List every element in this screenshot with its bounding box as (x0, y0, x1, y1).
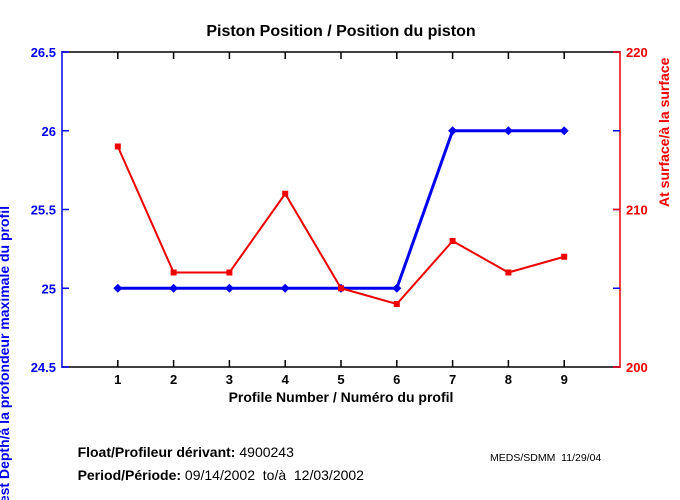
x-tick-label: 9 (561, 372, 568, 387)
x-tick-label: 6 (393, 372, 400, 387)
x-tick-label: 2 (170, 372, 177, 387)
x-tick-label: 1 (114, 372, 121, 387)
x-axis-label: Profile Number / Numéro du profil (228, 389, 454, 405)
diamond-marker (169, 283, 179, 293)
y-left-tick-label: 24.5 (31, 360, 56, 375)
series-line (116, 146, 565, 306)
diamond-marker (448, 126, 458, 136)
period-line: Period/Période: 09/14/2002 to/à 12/03/20… (62, 451, 364, 499)
x-tick-label: 3 (226, 372, 233, 387)
float-id-value: 4900243 (235, 444, 294, 460)
square-marker (393, 301, 400, 307)
generation-stamp: MEDS/SDMM 11/29/04 (490, 452, 602, 464)
y-right-tick-label: 200 (626, 360, 648, 375)
chart-title: Piston Position / Position du piston (206, 23, 476, 40)
square-marker (561, 253, 568, 260)
float-id-label: Float/Profileur dérivant: (77, 444, 236, 460)
diamond-marker (280, 283, 290, 293)
diamond-marker (559, 126, 569, 136)
diamond-marker (392, 283, 402, 293)
period-label: Period/Période: (77, 467, 182, 483)
y-right-tick-label: 220 (626, 45, 648, 60)
x-tick-label: 8 (505, 372, 512, 387)
period-value: 09/14/2002 to/à 12/03/2002 (181, 467, 364, 483)
square-marker (449, 238, 456, 244)
y-left-tick-label: 25.5 (31, 203, 56, 218)
diamond-marker (113, 283, 123, 293)
diamond-marker (224, 283, 234, 293)
square-marker (505, 269, 512, 276)
x-tick-label: 7 (449, 372, 456, 387)
float-id-line: Float/Profileur dérivant: 4900243 (62, 428, 294, 476)
x-tick-label: 5 (337, 372, 344, 387)
square-marker (114, 143, 121, 150)
y-left-tick-label: 26 (42, 124, 56, 139)
series-surface (114, 143, 568, 307)
series-line (117, 129, 565, 290)
square-marker (282, 190, 289, 197)
y-right-tick-label: 210 (626, 203, 648, 218)
y-left-tick-label: 26.5 (31, 45, 56, 60)
y-left-tick-label: 25 (42, 281, 56, 296)
plot-area: 1 2 3 4 5 6 7 8 9 24.5 25 25.5 26 26.5 200 210 220 (31, 45, 648, 387)
square-marker (226, 269, 233, 276)
diamond-marker (503, 126, 513, 136)
x-tick-label: 4 (282, 372, 290, 387)
square-marker (170, 269, 177, 276)
square-marker (338, 285, 344, 292)
